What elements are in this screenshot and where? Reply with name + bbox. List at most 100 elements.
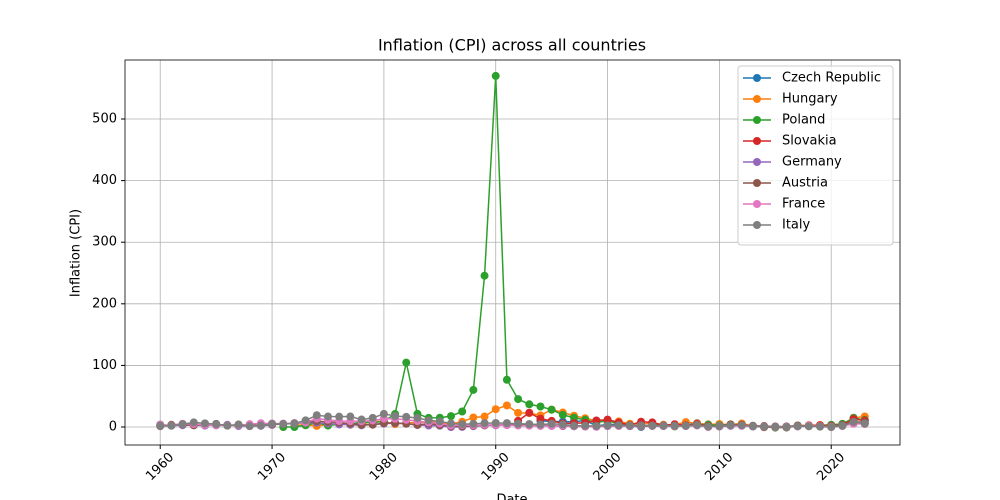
data-point (693, 420, 702, 429)
axes-frame (124, 59, 901, 446)
data-point (514, 395, 523, 404)
data-point (458, 407, 467, 416)
data-point (480, 419, 489, 428)
data-point (592, 421, 601, 430)
y-axis-label: Inflation (CPI) (69, 209, 84, 297)
data-point (413, 413, 422, 422)
data-point (290, 419, 299, 428)
y-tick-label: 100 (92, 358, 117, 373)
legend-label: Italy (782, 218, 811, 233)
plot-area (156, 71, 869, 432)
data-point (469, 413, 478, 422)
data-point (670, 421, 679, 430)
legend-label: France (782, 197, 825, 212)
y-tick-label: 300 (92, 235, 117, 250)
data-point (223, 421, 232, 430)
data-point (234, 420, 243, 429)
data-point (849, 417, 858, 426)
data-point (525, 420, 534, 429)
data-point (256, 421, 265, 430)
data-point (435, 417, 444, 426)
data-point (491, 405, 500, 414)
data-point (816, 422, 825, 431)
data-point (793, 422, 802, 431)
data-point (704, 422, 713, 431)
data-point (860, 419, 869, 428)
data-point (514, 419, 523, 428)
data-point (625, 421, 634, 430)
x-tick-label: 1980 (367, 450, 401, 484)
x-tick-label: 2020 (814, 450, 848, 484)
legend-marker (753, 74, 761, 82)
data-point (200, 419, 209, 428)
x-tick-label: 2010 (702, 450, 736, 484)
legend-marker (753, 179, 761, 187)
y-tick-label: 500 (92, 112, 117, 127)
data-point (491, 71, 500, 80)
y-tick-label: 0 (109, 420, 117, 435)
data-point (469, 385, 478, 394)
legend-marker (753, 221, 761, 229)
data-point (514, 408, 523, 417)
data-point (804, 422, 813, 431)
data-point (536, 402, 545, 411)
data-point (737, 421, 746, 430)
data-point (614, 421, 623, 430)
data-point (446, 412, 455, 421)
data-point (502, 419, 511, 428)
x-tick-label: 1960 (143, 450, 177, 484)
data-point (323, 412, 332, 421)
legend-marker (753, 158, 761, 166)
data-point (346, 412, 355, 421)
data-point (748, 422, 757, 431)
data-point (760, 422, 769, 431)
data-point (637, 421, 646, 430)
data-point (212, 420, 221, 429)
chart-title: Inflation (CPI) across all countries (378, 36, 646, 55)
data-point (301, 416, 310, 425)
data-point (458, 420, 467, 429)
legend-label: Czech Republic (782, 71, 881, 86)
data-point (368, 413, 377, 422)
data-point (279, 420, 288, 429)
data-point (838, 421, 847, 430)
data-point (536, 414, 545, 423)
legend-label: Austria (782, 176, 828, 191)
data-point (771, 423, 780, 432)
data-point (480, 412, 489, 421)
data-point (391, 412, 400, 421)
data-point (659, 421, 668, 430)
legend-label: Germany (782, 155, 842, 170)
legend-marker (753, 137, 761, 145)
data-point (648, 421, 657, 430)
data-point (402, 412, 411, 421)
data-point (335, 412, 344, 421)
data-point (357, 415, 366, 424)
x-tick-label: 1990 (479, 450, 513, 484)
x-tick-label: 1970 (255, 450, 289, 484)
data-point (268, 419, 277, 428)
data-point (570, 421, 579, 430)
legend-marker (753, 116, 761, 124)
data-point (502, 401, 511, 410)
legend-label: Slovakia (782, 134, 837, 149)
data-point (502, 375, 511, 384)
data-point (558, 410, 567, 419)
data-point (525, 400, 534, 409)
data-point (379, 409, 388, 418)
data-point (603, 421, 612, 430)
data-point (491, 419, 500, 428)
data-point (726, 421, 735, 430)
data-point (547, 419, 556, 428)
legend-box (737, 65, 894, 246)
data-point (189, 418, 198, 427)
data-point (480, 271, 489, 280)
legend-marker (753, 200, 761, 208)
series-line (160, 413, 865, 428)
data-point (525, 408, 534, 417)
data-point (402, 358, 411, 367)
legend-label: Hungary (782, 92, 838, 107)
data-point (156, 421, 165, 430)
data-point (782, 423, 791, 432)
